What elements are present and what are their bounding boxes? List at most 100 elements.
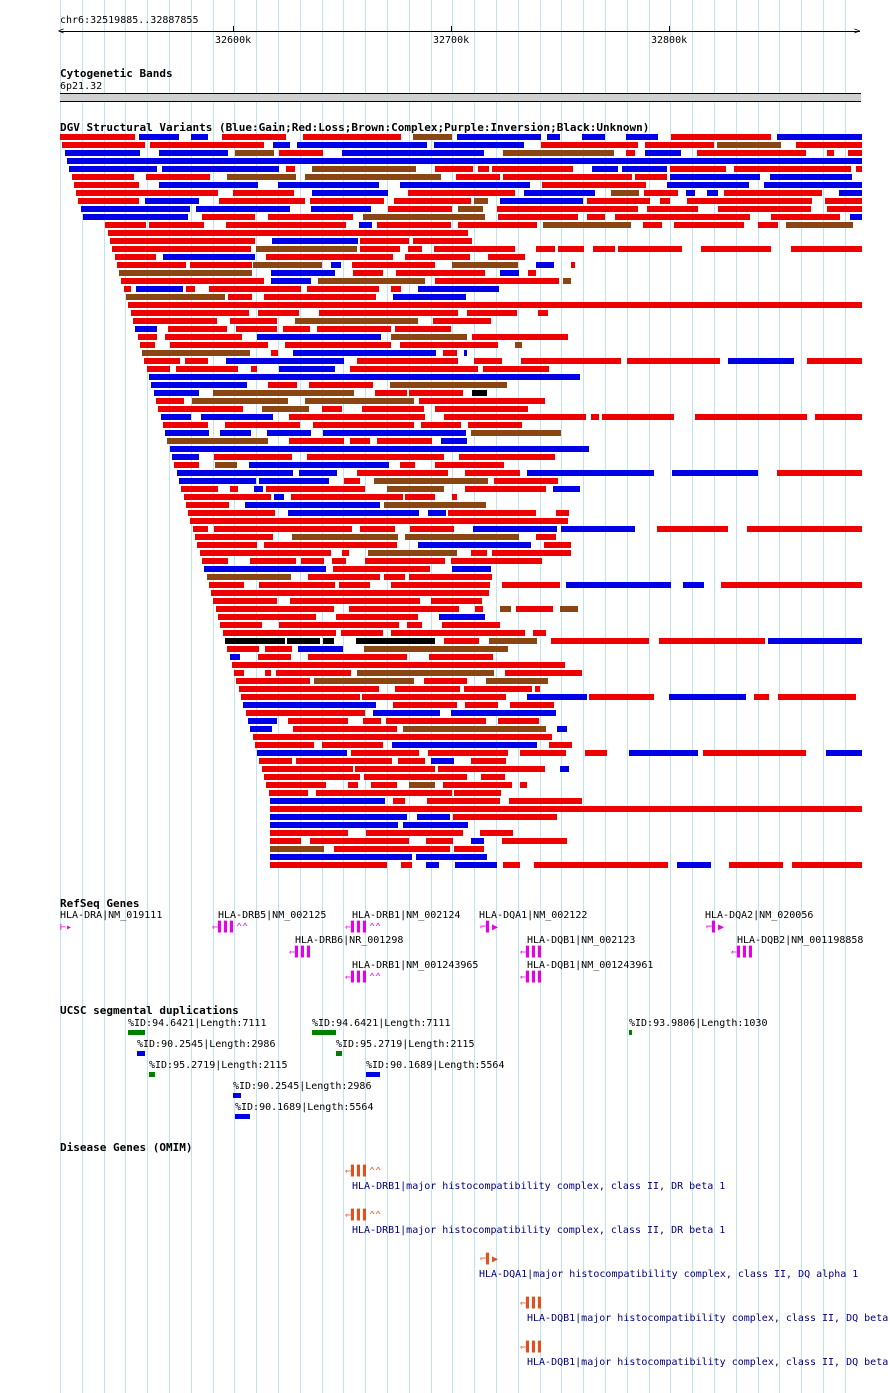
refseq-track-title[interactable]: RefSeq Genes xyxy=(60,897,140,910)
dgv-variant-loss[interactable] xyxy=(385,718,486,724)
segdup-label[interactable]: %ID:95.2719|Length:2115 xyxy=(336,1039,475,1050)
dgv-variant-gain[interactable] xyxy=(254,486,263,492)
dgv-variant-loss[interactable] xyxy=(824,198,862,204)
dgv-variant-loss[interactable] xyxy=(351,750,420,756)
dgv-variant-gain[interactable] xyxy=(145,198,200,204)
dgv-variant-complex[interactable] xyxy=(374,478,489,484)
segdup-label[interactable]: %ID:93.9806|Length:1030 xyxy=(629,1018,768,1029)
dgv-variant-loss[interactable] xyxy=(139,342,155,348)
dgv-variant-loss[interactable] xyxy=(426,798,500,804)
dgv-variant-loss[interactable] xyxy=(238,686,379,692)
dgv-variant-loss[interactable] xyxy=(309,382,374,388)
dgv-variant-loss[interactable] xyxy=(753,694,769,700)
dgv-variant-loss[interactable] xyxy=(457,222,537,228)
dgv-variant-loss[interactable] xyxy=(454,790,502,796)
dgv-variant-gain[interactable] xyxy=(457,134,542,140)
dgv-variant-loss[interactable] xyxy=(468,422,523,428)
omim-track-title[interactable]: Disease Genes (OMIM) xyxy=(60,1141,193,1154)
dgv-variant-loss[interactable] xyxy=(264,774,360,780)
dgv-variant-gain[interactable] xyxy=(526,694,587,700)
dgv-variant-loss[interactable] xyxy=(492,550,572,556)
dgv-variant-loss[interactable] xyxy=(497,214,578,220)
dgv-variant-gain[interactable] xyxy=(472,526,557,532)
dgv-variant-loss[interactable] xyxy=(230,318,278,324)
dgv-variant-loss[interactable] xyxy=(340,630,383,636)
dgv-variant-loss[interactable] xyxy=(288,438,344,444)
dgv-variant-loss[interactable] xyxy=(144,358,181,364)
dgv-variant-loss[interactable] xyxy=(112,246,252,252)
dgv-variant-loss[interactable] xyxy=(792,862,863,868)
dgv-variant-gain[interactable] xyxy=(160,414,191,420)
dgv-variant-loss[interactable] xyxy=(535,246,555,252)
dgv-variant-loss[interactable] xyxy=(296,758,393,764)
dgv-variant-gain[interactable] xyxy=(158,182,258,188)
dgv-variant-complex[interactable] xyxy=(311,166,416,172)
dgv-variant-loss[interactable] xyxy=(350,438,371,444)
dgv-variant-gain[interactable] xyxy=(625,134,658,140)
dgv-variant-gain[interactable] xyxy=(418,542,532,548)
dgv-variant-loss[interactable] xyxy=(268,790,308,796)
dgv-variant-loss[interactable] xyxy=(464,470,520,476)
dgv-variant-loss[interactable] xyxy=(351,262,435,268)
dgv-variant-loss[interactable] xyxy=(703,750,806,756)
dgv-variant-gain[interactable] xyxy=(670,174,761,180)
dgv-variant-loss[interactable] xyxy=(391,630,526,636)
dgv-variant-complex[interactable] xyxy=(563,278,572,284)
dgv-variant-gain[interactable] xyxy=(271,270,336,276)
dgv-variant-complex[interactable] xyxy=(560,606,578,612)
dgv-variant-complex[interactable] xyxy=(212,390,354,396)
dgv-variant-gain[interactable] xyxy=(644,150,681,156)
dgv-variant-complex[interactable] xyxy=(226,174,296,180)
dgv-variant-loss[interactable] xyxy=(362,718,381,724)
refseq-gene-glyph[interactable]: ⌐▌▶ xyxy=(706,922,725,933)
cytoband-bar[interactable] xyxy=(60,93,861,102)
omim-gene-glyph[interactable]: ⌐▌▶ xyxy=(480,1254,499,1265)
dgv-variant-loss[interactable] xyxy=(183,494,271,500)
dgv-variant-loss[interactable] xyxy=(360,526,396,532)
dgv-variant-loss[interactable] xyxy=(770,214,840,220)
dgv-variant-loss[interactable] xyxy=(271,350,279,356)
dgv-variant-loss[interactable] xyxy=(482,366,549,372)
dgv-variant-loss[interactable] xyxy=(128,302,863,308)
dgv-variant-gain[interactable] xyxy=(277,182,379,188)
dgv-variant-loss[interactable] xyxy=(474,358,503,364)
dgv-variant-loss[interactable] xyxy=(313,422,415,428)
dgv-variant-loss[interactable] xyxy=(201,558,228,564)
dgv-variant-complex[interactable] xyxy=(489,638,538,644)
dgv-variant-gain[interactable] xyxy=(776,134,862,140)
dgv-variant-loss[interactable] xyxy=(356,358,458,364)
segdup-bar[interactable] xyxy=(149,1072,155,1077)
dgv-variant-complex[interactable] xyxy=(142,350,251,356)
dgv-variant-gain[interactable] xyxy=(524,190,596,196)
dgv-variant-loss[interactable] xyxy=(443,782,513,788)
dgv-variant-gain[interactable] xyxy=(454,862,497,868)
dgv-variant-gain[interactable] xyxy=(176,470,293,476)
dgv-variant-loss[interactable] xyxy=(814,414,862,420)
dgv-variant-complex[interactable] xyxy=(386,486,444,492)
dgv-variant-loss[interactable] xyxy=(549,742,573,748)
dgv-variant-loss[interactable] xyxy=(626,150,636,156)
dgv-variant-complex[interactable] xyxy=(474,198,489,204)
dgv-variant-loss[interactable] xyxy=(308,574,381,580)
dgv-variant-loss[interactable] xyxy=(806,358,862,364)
dgv-variant-gain[interactable] xyxy=(438,614,485,620)
dgv-variant-loss[interactable] xyxy=(71,174,134,180)
dgv-variant-gain[interactable] xyxy=(138,134,179,140)
dgv-variant-loss[interactable] xyxy=(585,750,608,756)
dgv-variant-complex[interactable] xyxy=(383,502,486,508)
refseq-gene-glyph[interactable]: ⇐▌▌▌⌃⌃ xyxy=(212,922,249,933)
dgv-variant-loss[interactable] xyxy=(123,286,131,292)
dgv-variant-complex[interactable] xyxy=(235,150,275,156)
refseq-gene-glyph[interactable]: ⇐▌▌▌⌃⌃ xyxy=(345,922,382,933)
dgv-variant-loss[interactable] xyxy=(658,638,765,644)
dgv-variant-loss[interactable] xyxy=(541,182,646,188)
dgv-variant-gain[interactable] xyxy=(526,470,654,476)
dgv-variant-gain[interactable] xyxy=(169,446,589,452)
omim-gene-glyph[interactable]: ⇐▌▌▌⌃⌃ xyxy=(345,1210,382,1221)
dgv-variant-gain[interactable] xyxy=(727,358,794,364)
dgv-variant-loss[interactable] xyxy=(587,214,606,220)
dgv-variant-gain[interactable] xyxy=(172,454,199,460)
dgv-variant-loss[interactable] xyxy=(73,182,139,188)
dgv-variant-gain[interactable] xyxy=(552,486,580,492)
dgv-variant-loss[interactable] xyxy=(433,318,492,324)
